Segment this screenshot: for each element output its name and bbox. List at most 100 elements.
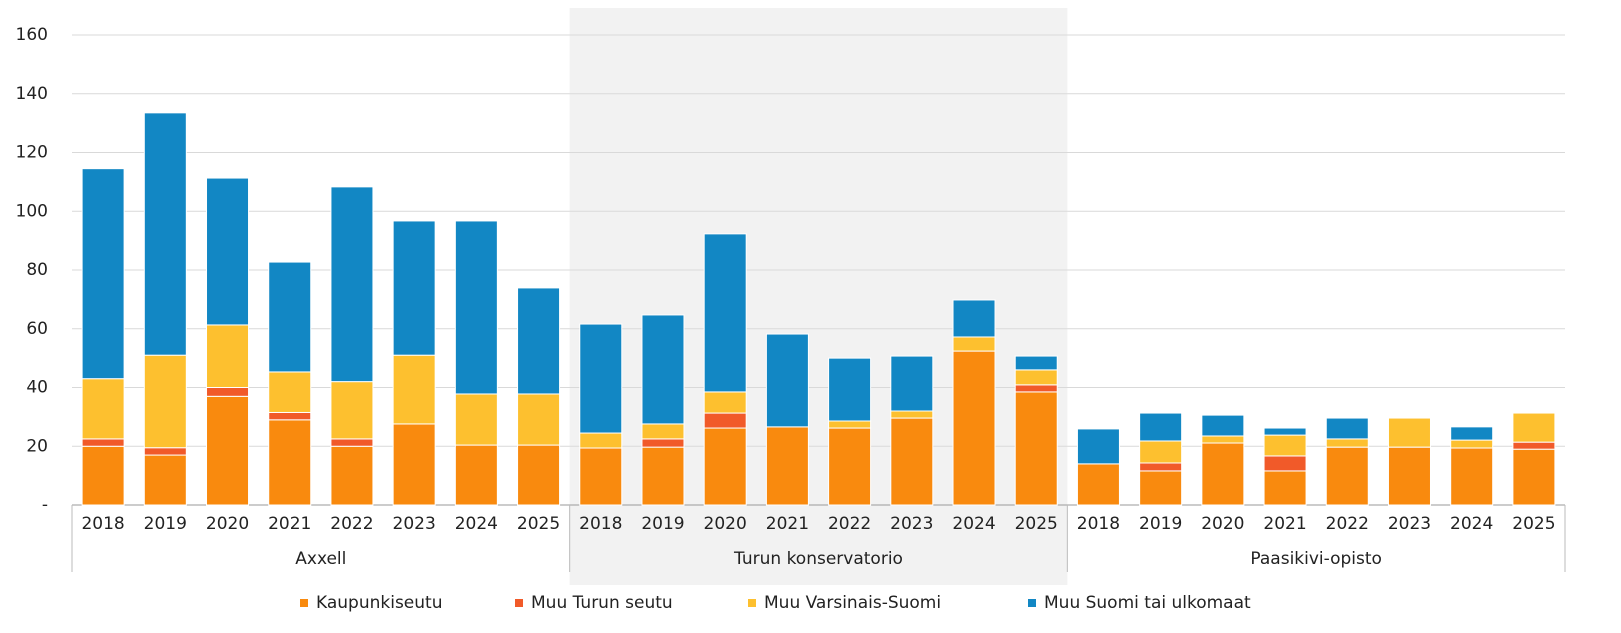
bar-segment [81,438,125,447]
group-label: Axxell [295,549,346,569]
bar-segment [1201,442,1245,506]
bar-segment [517,393,561,446]
bar-segment [1014,391,1058,506]
bar-segment [1076,463,1120,506]
x-tick-label: 2019 [1139,514,1182,534]
bar-segment [1201,435,1245,444]
x-tick-label: 2023 [393,514,436,534]
bar-segment [703,391,747,414]
x-tick-label: 2018 [579,514,622,534]
bar-segment [952,299,996,338]
bar-segment [1387,446,1431,506]
bar-segment [1325,438,1369,448]
bar-segment [1139,462,1183,472]
bar-segment [641,423,685,440]
legend-swatch [1028,599,1036,607]
x-tick-label: 2019 [144,514,187,534]
x-tick-label: 2023 [890,514,933,534]
x-tick-label: 2023 [1388,514,1431,534]
bar-segment [1263,455,1307,472]
group-label: Paasikivi-opisto [1250,549,1382,569]
bar-segment [454,220,498,395]
bar-segment [579,323,623,434]
x-tick-label: 2021 [766,514,809,534]
y-tick-label: 40 [26,378,48,398]
bar-segment [268,419,312,506]
bar-segment [143,354,187,449]
x-tick-label: 2022 [1326,514,1369,534]
x-tick-label: 2018 [81,514,124,534]
x-tick-label: 2020 [1201,514,1244,534]
bar-segment [1325,417,1369,440]
bar-segment [1450,426,1494,441]
bar-segment [703,233,747,393]
bar-segment [828,420,872,429]
bar-segment [392,423,436,506]
bar-segment [890,417,934,506]
bar-segment [81,378,125,440]
legend-swatch [748,599,756,607]
bar-segment [454,393,498,446]
x-tick-label: 2025 [1512,514,1555,534]
bar-segment [330,438,374,447]
bar-segment [1139,470,1183,506]
bar-segment [828,427,872,506]
bar-segment [81,445,125,506]
bar-segment [392,220,436,356]
y-tick-label: 120 [16,143,48,163]
bar-segment [1450,439,1494,449]
bar-segment [765,426,809,506]
bar-segment [330,186,374,383]
legend-label: Muu Turun seutu [531,593,673,613]
x-tick-label: 2024 [1450,514,1493,534]
bar-segment [952,350,996,506]
bar-segment [1512,412,1556,443]
bar-segment [392,354,436,425]
bar-segment [1450,447,1494,506]
bar-segment [206,324,250,388]
bar-segment [1263,470,1307,506]
bar-segment [641,438,685,448]
y-tick-label: 60 [26,319,48,339]
legend-label: Kaupunkiseutu [316,593,442,613]
bar-segment [81,168,125,380]
bar-segment [268,411,312,421]
bar-segment [1139,440,1183,464]
bar-segment [206,387,250,397]
y-tick-label: - [42,495,48,515]
legend-label: Muu Varsinais-Suomi [764,593,941,613]
legend-swatch [515,599,523,607]
bar-segment [641,314,685,425]
x-tick-label: 2025 [517,514,560,534]
bar-segment [890,410,934,419]
bar-segment [143,454,187,506]
bar-segment [517,444,561,506]
bar-segment [1263,427,1307,436]
x-tick-label: 2020 [206,514,249,534]
legend-label: Muu Suomi tai ulkomaat [1044,593,1251,613]
bar-segment [206,177,250,326]
bar-segment [579,432,623,449]
x-tick-label: 2022 [828,514,871,534]
x-tick-label: 2022 [330,514,373,534]
bar-segment [1512,448,1556,506]
bar-segment [268,261,312,373]
group-label: Turun konservatorio [733,549,903,569]
bar-segment [952,336,996,352]
bar-segment [330,445,374,506]
bar-segment [268,371,312,413]
bar-segment [703,412,747,429]
x-tick-label: 2021 [1263,514,1306,534]
bar-segment [641,446,685,506]
bar-segment [1014,369,1058,386]
bar-segment [1387,417,1431,448]
bar-segment [703,427,747,506]
bar-segment [1076,428,1120,465]
y-tick-label: 20 [26,436,48,456]
legend-swatch [300,599,308,607]
y-tick-label: 100 [16,201,48,221]
bar-segment [828,357,872,422]
y-tick-label: 140 [16,84,48,104]
bar-segment [1014,384,1058,393]
